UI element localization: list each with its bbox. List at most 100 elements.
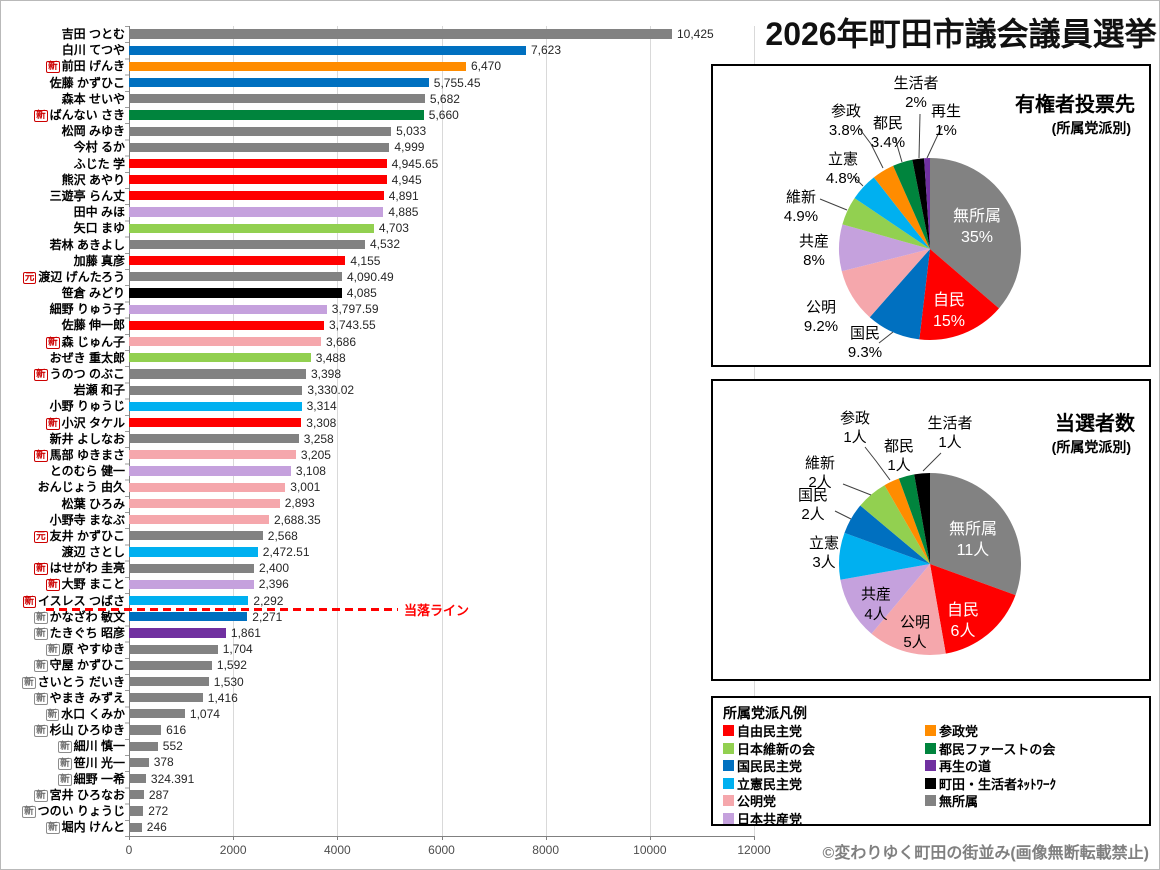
pie-slice-ldp	[930, 564, 1016, 654]
candidate-name: つのい りょうじ	[37, 804, 125, 819]
bar-row: 三遊亭 らん丈 4,891	[9, 188, 755, 204]
x-tick-label: 12000	[737, 843, 771, 857]
vote-bar	[129, 709, 185, 719]
candidate-label: 小野 りゅうじ	[9, 399, 129, 413]
legend-item-komei: 公明党	[723, 792, 815, 810]
candidate-label: 渡辺 さとし	[9, 545, 129, 559]
vote-bar	[129, 385, 303, 395]
bar-row: 矢口 まゆ 4,703	[9, 220, 755, 236]
vote-count-label: 324.391	[150, 771, 195, 786]
vote-bar	[129, 498, 280, 509]
pie-label-sansei: 参政 1人	[839, 410, 871, 446]
candidate-name: 三遊亭 らん丈	[49, 188, 125, 203]
pie-panel-voter-share: 有権者投票先 (所属党派別) 無所属 35% 自民 15% 国民 9.3% 公明 9.2% 共産…	[711, 64, 1151, 367]
vote-count-label: 1,074	[189, 706, 220, 721]
vote-bar	[129, 239, 365, 250]
pie-slice-kyosan	[839, 224, 930, 272]
candidate-label: 若林 あきよし	[9, 238, 129, 252]
candidate-status-badge: 新	[34, 725, 48, 738]
bar-chart: 吉田 つとむ 10,425 白川 てつや 7,623 新前田 げんき 6,470 佐藤 かず…	[9, 26, 771, 869]
x-tick-label: 6000	[428, 843, 455, 857]
pie-slice-sansei	[873, 165, 930, 249]
candidate-status-badge: 新	[34, 611, 48, 624]
candidate-name: おぜき 重太郎	[49, 350, 125, 365]
bar-row: 新森 じゅん子 3,686	[9, 334, 755, 350]
legend-item-rikken: 立憲民主党	[723, 775, 815, 793]
bar-row: おんじょう 由久 3,001	[9, 479, 755, 495]
bar-row: 新杉山 ひろゆき 616	[9, 722, 755, 738]
legend-item-mushozoku: 無所属	[925, 792, 1056, 810]
legend-column-1: 自由民主党 日本維新の会 国民民主党 立憲民主党 公明党 日本共産党	[723, 722, 815, 827]
vote-count-label: 3,108	[295, 464, 326, 479]
vote-count-label: 3,488	[315, 350, 346, 365]
pie-leader-line	[852, 175, 864, 187]
candidate-name: 熊沢 あやり	[61, 172, 125, 187]
vote-bar	[129, 142, 390, 152]
pie-leader-line	[894, 137, 903, 163]
winners-pie	[834, 446, 1021, 656]
candidate-label: 松岡 みゆき	[9, 124, 129, 138]
cutoff-line-label: 当落ライン	[404, 603, 470, 619]
vote-bar	[129, 531, 263, 541]
vote-count-label: 1,416	[207, 690, 238, 705]
candidate-label: 今村 るか	[9, 140, 129, 154]
vote-bar	[129, 353, 311, 363]
vote-count-label: 7,623	[531, 43, 562, 58]
pie-label-seikatsu: 生活者 2%	[893, 75, 939, 111]
candidate-status-badge: 新	[58, 741, 72, 754]
candidate-label: おんじょう 由久	[9, 480, 129, 494]
bar-row: 小野 りゅうじ 3,314	[9, 398, 755, 414]
pie-label-rikken: 立憲 4.8%	[825, 151, 861, 187]
vote-bar	[129, 450, 296, 460]
candidate-name: 大野 まこと	[61, 577, 125, 592]
candidate-status-badge: 新	[22, 676, 36, 689]
pie-slice-mushozoku	[930, 158, 1021, 309]
candidate-status-badge: 新	[58, 757, 72, 770]
candidate-status-badge: 新	[22, 595, 37, 608]
bar-row: 熊沢 あやり 4,945	[9, 172, 755, 188]
candidate-label: 岩瀬 和子	[9, 383, 129, 397]
candidate-name: 渡辺 げんたろう	[38, 269, 125, 284]
candidate-name: はせがわ 圭亮	[49, 561, 125, 576]
pie-label-tomin: 都民 3.4%	[870, 115, 906, 151]
vote-count-label: 287	[148, 787, 169, 802]
vote-count-label: 246	[146, 820, 167, 835]
vote-count-label: 552	[162, 739, 183, 754]
page-title: 2026年町田市議会議員選挙	[765, 16, 1157, 52]
candidate-name: イスレス つばさ	[38, 593, 125, 608]
pie-slice-dpp	[844, 505, 930, 564]
vote-count-label: 4,155	[350, 253, 381, 268]
vote-count-label: 4,085	[346, 286, 377, 300]
y-axis-ticks	[125, 26, 129, 837]
legend-swatch	[723, 812, 734, 824]
bar-row: 新うのつ のぶこ 3,398	[9, 366, 755, 382]
candidate-status-badge: 新	[22, 806, 36, 819]
bar-row: 新堀内 けんと 246	[9, 819, 755, 835]
candidate-name: 守屋 かずひこ	[49, 658, 125, 673]
vote-count-label: 4,891	[388, 188, 419, 203]
footer-credit: ©変わりゆく町田の街並み(画像無断転載禁止)	[822, 845, 1149, 862]
candidate-label: 元友井 かずひこ	[9, 529, 129, 543]
vote-bar	[129, 336, 321, 347]
vote-bar	[129, 158, 387, 169]
bar-row: 元友井 かずひこ 2,568	[9, 528, 755, 544]
vote-bar	[129, 595, 249, 606]
candidate-status-badge: 新	[45, 708, 60, 721]
gridline	[545, 26, 547, 836]
legend-label: 無所属	[939, 794, 979, 810]
vote-bar	[129, 757, 149, 768]
gridline	[233, 26, 235, 836]
candidate-name: 笹倉 みどり	[61, 286, 125, 301]
candidate-label: 新前田 げんき	[9, 59, 129, 74]
vote-bar	[129, 369, 306, 379]
vote-count-label: 3,001	[290, 480, 321, 495]
vote-count-label: 2,271	[252, 609, 283, 624]
candidate-name: 友井 かずひこ	[49, 528, 125, 543]
legend-label: 国民民主党	[737, 759, 803, 775]
candidate-label: 新たきぐち 昭彦	[9, 626, 129, 641]
candidate-name: 矢口 まゆ	[73, 221, 125, 236]
vote-count-label: 4,999	[394, 140, 425, 155]
pie-leader-line	[819, 198, 848, 211]
bar-row: 松葉 ひろみ 2,893	[9, 495, 755, 511]
bar-row: 小野寺 まなぶ 2,688.35	[9, 512, 755, 528]
